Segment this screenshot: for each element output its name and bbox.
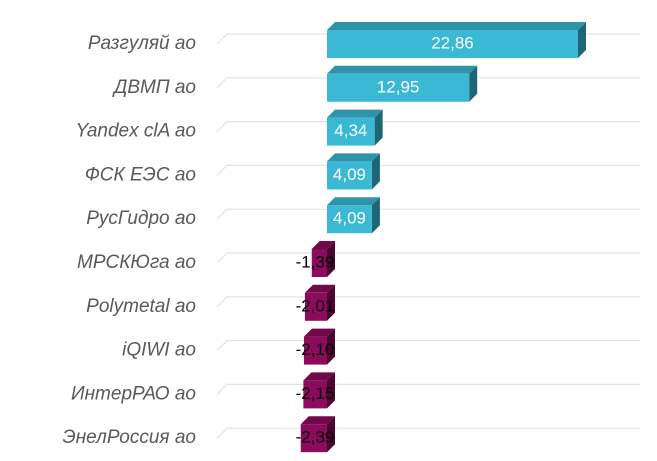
- value-label: -2,01: [296, 296, 335, 315]
- grid-line: [216, 208, 640, 220]
- grid-line: [216, 252, 640, 264]
- category-label: ФСК ЕЭС ао: [85, 164, 196, 185]
- bar-top: [303, 372, 335, 381]
- bar-front: [303, 380, 327, 409]
- category-label: ИнтерРАО ао: [71, 383, 196, 404]
- bar: [327, 65, 478, 102]
- bar: [304, 284, 335, 321]
- value-label: -2,39: [296, 428, 335, 447]
- bar-side: [327, 372, 335, 409]
- bar-side: [371, 153, 380, 190]
- bar-side: [371, 197, 380, 234]
- category-label: ЭнелРоссия ао: [63, 427, 196, 448]
- bar-front: [303, 336, 327, 365]
- bar-side: [327, 328, 335, 365]
- bar-front: [311, 249, 327, 277]
- grid-line: [216, 427, 640, 439]
- bar: [327, 153, 380, 190]
- category-label: Polymetal ао: [86, 296, 196, 317]
- bar-side: [469, 65, 478, 102]
- value-label: -2,15: [296, 384, 335, 403]
- value-label: 22,86: [431, 33, 474, 52]
- grid-line: [216, 164, 640, 176]
- bar-top: [304, 284, 335, 293]
- bar-side: [327, 241, 335, 277]
- category-label: iQIWI ао: [122, 340, 196, 361]
- bar-side: [327, 284, 335, 321]
- bar-top: [327, 153, 380, 162]
- bar-front: [304, 292, 327, 321]
- grid-line: [216, 296, 640, 308]
- value-label: 4,09: [333, 209, 366, 228]
- bar-front: [327, 73, 470, 102]
- bar-top: [327, 109, 383, 118]
- bar: [327, 109, 383, 146]
- bar-side: [578, 22, 586, 58]
- bar-top: [327, 22, 586, 30]
- bar-front: [300, 424, 327, 453]
- category-label: РусГидро ао: [86, 208, 196, 229]
- bar-top: [327, 65, 478, 74]
- bar-top: [303, 328, 335, 337]
- value-label: 4,09: [333, 165, 366, 184]
- bar-top: [327, 197, 380, 206]
- value-label: 12,95: [377, 77, 420, 96]
- grid-line: [216, 77, 640, 89]
- bar: [327, 197, 380, 234]
- grid-line: [216, 340, 640, 352]
- bar: [327, 22, 586, 58]
- bar-front: [327, 161, 372, 190]
- category-label: МРСКЮга ао: [77, 252, 196, 273]
- grid-line: [216, 120, 640, 133]
- bar-front: [327, 117, 375, 146]
- bar-front: [327, 205, 372, 234]
- value-label: -1,39: [296, 252, 335, 271]
- grid-line: [216, 383, 640, 395]
- category-label: ДВМП ао: [112, 77, 196, 98]
- bar-top: [300, 416, 335, 425]
- bar-side: [374, 109, 383, 146]
- bar: [311, 241, 335, 277]
- bar-front: [327, 30, 578, 58]
- bar: [300, 416, 335, 453]
- bar: [303, 372, 335, 409]
- category-label: Разгуляй ао: [88, 33, 196, 54]
- value-label: 4,34: [334, 121, 367, 140]
- bar: [303, 328, 335, 365]
- bar-top: [311, 241, 335, 249]
- category-label: Yandex clA ао: [76, 121, 196, 142]
- bar-side: [327, 416, 335, 453]
- value-label: -2,10: [296, 340, 335, 359]
